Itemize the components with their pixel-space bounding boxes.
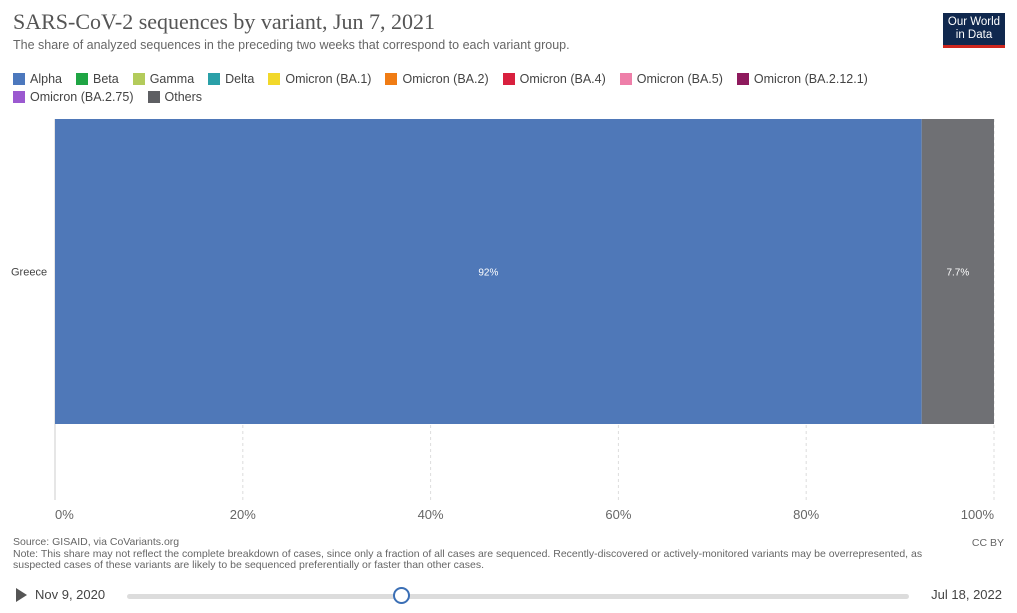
timeline-handle[interactable]	[392, 587, 410, 604]
legend-swatch	[132, 72, 145, 85]
logo-line-1: Our World	[947, 16, 1001, 28]
legend-swatch	[268, 72, 281, 85]
category-label: Greece	[11, 267, 47, 279]
legend-label: Omicron (BA.1)	[285, 71, 372, 86]
timeline: Nov 9, 2020 Jul 18, 2022	[0, 583, 1017, 609]
footnote: Note: This share may not reflect the com…	[13, 549, 973, 571]
legend-item[interactable]: Others	[147, 89, 203, 104]
legend-label: Others	[164, 89, 203, 104]
owid-logo[interactable]: Our World in Data	[943, 13, 1005, 48]
x-tick-label: 0%	[55, 507, 74, 522]
legend-item[interactable]: Omicron (BA.4)	[502, 71, 606, 86]
logo-line-2: in Data	[955, 29, 993, 41]
legend-item[interactable]: Omicron (BA.2.75)	[13, 89, 134, 104]
legend-label: Alpha	[30, 71, 62, 86]
bar-segment-others	[921, 119, 994, 424]
chart-title: SARS-CoV-2 sequences by variant, Jun 7, …	[13, 9, 436, 34]
legend-label: Gamma	[149, 71, 195, 86]
legend-item[interactable]: Beta	[75, 71, 119, 86]
legend-swatch	[208, 72, 221, 85]
data-label: 7.7%	[946, 268, 969, 279]
legend-label: Omicron (BA.5)	[636, 71, 723, 86]
legend: Alpha Beta Gamma Delta Omicron (BA.1) Omicron…	[13, 71, 913, 104]
legend-swatch	[502, 72, 515, 85]
x-tick-label: 60%	[605, 507, 631, 522]
legend-item[interactable]: Omicron (BA.1)	[268, 71, 372, 86]
legend-swatch	[13, 72, 25, 85]
play-icon[interactable]	[16, 588, 27, 602]
source-note: Source: GISAID, via CoVariants.org	[13, 536, 180, 548]
x-tick-label: 40%	[418, 507, 444, 522]
legend-label: Omicron (BA.2.12.1)	[753, 71, 868, 86]
legend-swatch	[736, 72, 749, 85]
legend-item[interactable]: Alpha	[13, 71, 62, 86]
legend-swatch	[13, 90, 25, 103]
chart-subtitle: The share of analyzed sequences in the p…	[13, 38, 570, 52]
data-label: 92%	[478, 268, 498, 279]
legend-swatch	[385, 72, 398, 85]
legend-item[interactable]: Omicron (BA.2.12.1)	[736, 71, 868, 86]
legend-swatch	[75, 72, 88, 85]
legend-swatch	[147, 90, 160, 103]
legend-swatch	[619, 72, 632, 85]
x-tick-label: 20%	[230, 507, 256, 522]
legend-item[interactable]: Omicron (BA.2)	[385, 71, 489, 86]
x-tick-label: 80%	[793, 507, 819, 522]
legend-label: Omicron (BA.2.75)	[30, 89, 134, 104]
legend-label: Beta	[92, 71, 119, 86]
legend-item[interactable]: Omicron (BA.5)	[619, 71, 723, 86]
legend-item[interactable]: Delta	[208, 71, 255, 86]
license-link[interactable]: CC BY	[971, 537, 1004, 549]
timeline-track[interactable]	[127, 594, 909, 599]
timeline-start-label: Nov 9, 2020	[35, 587, 106, 602]
x-tick-label: 100%	[961, 507, 995, 522]
legend-item[interactable]: Gamma	[132, 71, 195, 86]
timeline-end-label: Jul 18, 2022	[931, 587, 1002, 602]
footnote-line-1: Note: This share may not reflect the com…	[13, 548, 923, 560]
legend-label: Omicron (BA.2)	[402, 71, 489, 86]
footnote-line-2: suspected cases of these variants are li…	[13, 559, 485, 571]
bar-segment-alpha	[55, 119, 922, 424]
legend-label: Omicron (BA.4)	[519, 71, 606, 86]
legend-label: Delta	[225, 71, 255, 86]
